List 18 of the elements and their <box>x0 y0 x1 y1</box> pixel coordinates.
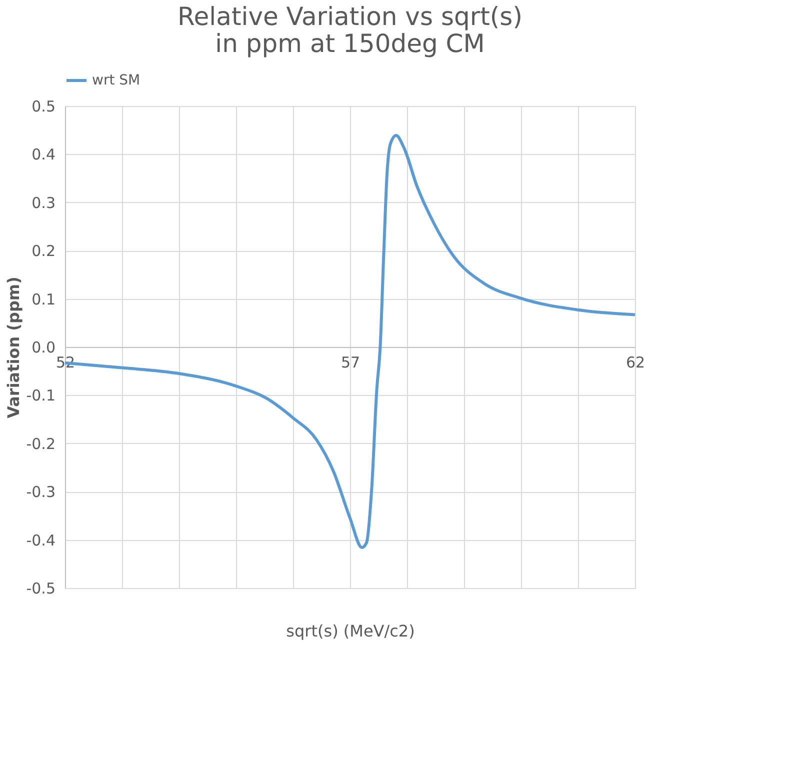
text: Relative Variation vs sqrt(s) <box>178 2 522 31</box>
text: in ppm at 150deg CM <box>215 29 485 58</box>
x-tick-label: 57 <box>340 354 360 372</box>
y-tick-label: 0.2 <box>32 242 56 260</box>
y-tick-label: 0.0 <box>32 338 56 356</box>
y-tick-label: -0.3 <box>26 483 56 502</box>
y-tick-label: -0.4 <box>26 531 56 550</box>
x-axis-title: sqrt(s) (MeV/c2) <box>286 622 415 640</box>
y-tick-label: -0.5 <box>26 580 56 598</box>
y-tick-label: 0.4 <box>32 146 56 164</box>
legend-label: wrt SM <box>92 72 140 88</box>
y-axis-title: Variation (ppm) <box>4 276 24 418</box>
y-tick-label: 0.5 <box>32 98 56 116</box>
x-tick-label: 62 <box>626 354 646 372</box>
y-tick-label: 0.1 <box>32 290 56 308</box>
y-tick-label: 0.3 <box>32 194 56 212</box>
y-tick-label: -0.1 <box>26 386 56 405</box>
y-tick-label: -0.2 <box>26 434 56 453</box>
